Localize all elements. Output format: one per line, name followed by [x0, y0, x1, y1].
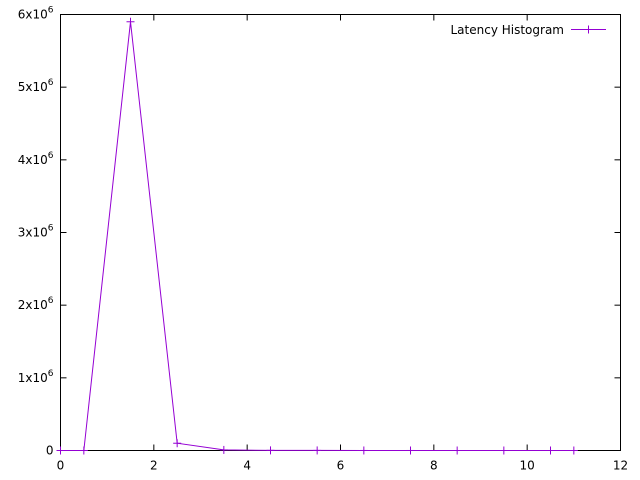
x-tick-label: 2: [150, 459, 158, 473]
y-tick-label: 6x106: [18, 6, 54, 22]
y-tick-label: 1x106: [18, 369, 54, 385]
data-point-marker: [219, 445, 228, 454]
y-tick-exponent: 6: [48, 6, 54, 16]
y-tick-mantissa: 1x10: [18, 371, 48, 385]
legend-plus-marker: [584, 25, 593, 34]
data-point-marker: [499, 446, 508, 455]
y-tick-label: 5x106: [18, 78, 54, 94]
y-tick-exponent: 6: [48, 151, 54, 161]
y-tick-mantissa: 2x10: [18, 298, 48, 312]
legend-label: Latency Histogram: [451, 23, 565, 37]
series-line: [60, 21, 574, 451]
x-tick-label: 10: [520, 459, 535, 473]
y-tick-exponent: 6: [48, 296, 54, 306]
data-point-marker: [266, 446, 275, 455]
data-point-marker: [569, 446, 578, 455]
data-point-marker: [79, 446, 88, 455]
x-axis-ticks: 0 2 4 6 8 10 12: [57, 14, 628, 473]
data-point-marker: [173, 439, 182, 448]
y-tick-label: 2x106: [18, 296, 54, 312]
y-tick-mantissa: 4x10: [18, 153, 48, 167]
y-tick-mantissa: 0: [46, 444, 54, 458]
data-point-marker: [406, 446, 415, 455]
data-point-marker: [313, 446, 322, 455]
y-tick-exponent: 6: [48, 369, 54, 379]
plot-frame: [60, 14, 621, 451]
y-tick-exponent: 6: [48, 224, 54, 234]
x-tick-label: 0: [57, 459, 65, 473]
y-tick-mantissa: 5x10: [18, 80, 48, 94]
legend-marker: [584, 25, 593, 34]
y-tick-mantissa: 6x10: [18, 8, 48, 22]
data-point-marker: [126, 17, 135, 26]
x-tick-label: 4: [243, 459, 251, 473]
y-tick-label: 0: [46, 444, 54, 458]
data-point-marker: [56, 446, 65, 455]
x-tick-label: 8: [430, 459, 438, 473]
data-point-marker: [546, 446, 555, 455]
y-tick-label: 3x106: [18, 224, 54, 240]
data-point-marker: [359, 446, 368, 455]
series-layer: [56, 17, 578, 455]
y-tick-exponent: 6: [48, 78, 54, 88]
legend: Latency Histogram: [451, 23, 606, 37]
x-tick-label: 6: [337, 459, 345, 473]
y-tick-mantissa: 3x10: [18, 226, 48, 240]
y-tick-label: 4x106: [18, 151, 54, 167]
data-point-marker: [453, 446, 462, 455]
x-tick-label: 12: [613, 459, 628, 473]
